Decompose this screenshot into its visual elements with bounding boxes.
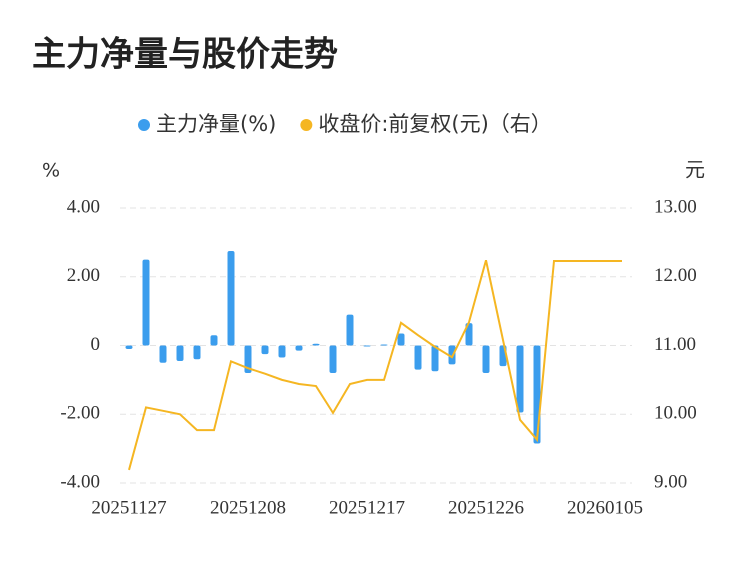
bar: [210, 335, 218, 346]
y-tick-label: 4.00: [67, 196, 100, 217]
bar: [380, 344, 388, 346]
bar: [329, 345, 337, 373]
bar: [363, 345, 371, 347]
bar: [261, 345, 269, 355]
bar: [244, 345, 252, 373]
y2-axis-title: 元: [685, 158, 705, 182]
bar: [278, 345, 286, 358]
x-tick-label: 20251208: [210, 497, 286, 518]
x-tick-label: 20251127: [91, 497, 166, 518]
bar: [482, 345, 490, 373]
price-line: [128, 259, 622, 471]
legend-label: 主力净量(%): [156, 112, 276, 136]
legend-marker: [138, 119, 150, 131]
x-tick-label: 20251217: [329, 497, 405, 518]
bar: [465, 323, 473, 346]
bar: [125, 345, 133, 349]
y2-tick-label: 10.00: [654, 403, 697, 424]
y2-tick-label: 12.00: [654, 265, 697, 286]
bar: [142, 259, 150, 346]
bar: [193, 345, 201, 360]
bar: [533, 345, 541, 444]
legend-label: 收盘价:前复权(元)（右）: [318, 112, 551, 136]
bar: [346, 314, 354, 346]
bar: [431, 345, 439, 372]
y2-tick-label: 11.00: [654, 334, 696, 355]
bar: [397, 333, 405, 346]
y-tick-label: -2.00: [60, 403, 100, 424]
bar: [159, 345, 167, 363]
x-tick-label: 20260105: [567, 497, 643, 518]
y-axis-title: %: [42, 160, 60, 182]
chart-title: 主力净量与股价走势: [32, 35, 338, 75]
y2-tick-label: 13.00: [654, 196, 697, 217]
bar: [176, 345, 184, 361]
y-tick-label: 0: [91, 334, 101, 355]
bar: [227, 250, 235, 346]
bar: [414, 345, 422, 370]
bar: [516, 345, 524, 413]
bar: [295, 345, 303, 351]
x-tick-label: 20251226: [448, 497, 524, 518]
y2-tick-label: 9.00: [654, 471, 687, 492]
bar: [312, 343, 320, 346]
y-tick-label: 2.00: [67, 265, 100, 286]
legend-marker: [300, 119, 313, 131]
y-tick-label: -4.00: [60, 471, 100, 492]
